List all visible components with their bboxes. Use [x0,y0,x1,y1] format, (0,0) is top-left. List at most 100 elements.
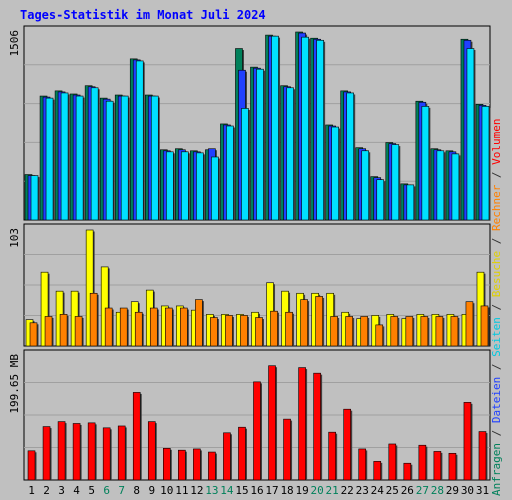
bar-rechner-day-3 [59,314,68,347]
bar-seiten-day-26 [406,184,415,221]
bar-volumen-day-16 [253,381,261,481]
x-tick-label: 2 [43,484,50,497]
bar-rechner-day-29 [450,316,459,347]
bar-rechner-day-10 [165,307,173,347]
bar-volumen-day-4 [72,423,81,481]
bar-volumen-day-29 [448,452,457,481]
chart-title: Tages-Statistik im Monat Juli 2024 [20,8,266,22]
bar-besuche-day-5 [85,229,94,347]
bar-volumen-day-6 [102,427,111,481]
bar-seiten-day-31 [481,106,490,221]
y-max-label: 199.65 MB [8,354,21,414]
bar-volumen-day-30 [463,402,472,481]
bar-rechner-day-19 [300,299,308,347]
x-tick-label: 3 [58,484,65,497]
legend-entry: / [490,231,503,251]
chart-panels: 1506 103 199.65 MB [8,25,491,481]
bar-volumen-day-15 [238,426,246,481]
bar-rechner-day-4 [74,316,83,347]
bar-volumen-day-17 [268,365,276,481]
x-tick-label: 29 [446,484,459,497]
bar-rechner-day-28 [435,316,444,347]
x-tick-label: 28 [431,484,444,497]
x-tick-label: 13 [205,484,218,497]
bar-seiten-day-9 [150,95,159,221]
x-tick-label: 12 [190,484,203,497]
bar-seiten-day-19 [301,36,309,221]
legend-entry: Dateien [490,377,503,423]
bar-seiten-day-3 [60,92,69,221]
x-tick-label: 4 [73,484,80,497]
bar-volumen-day-12 [193,448,201,481]
bar-volumen-day-7 [117,425,126,481]
x-tick-label: 21 [326,484,339,497]
bar-besuche-day-2 [40,271,49,347]
bar-volumen-day-21 [328,431,336,481]
bar-volumen-day-5 [87,422,96,481]
x-tick-label: 30 [461,484,474,497]
legend-entry: / [490,357,503,377]
legend-entry: Anfragen [490,443,503,496]
bar-volumen-day-11 [178,449,186,481]
bar-volumen-day-23 [358,448,367,481]
bar-seiten-day-15 [241,108,249,221]
bar-seiten-day-24 [376,179,385,221]
bar-rechner-day-30 [465,301,474,347]
bar-seiten-day-1 [30,175,39,221]
x-tick-label: 25 [386,484,399,497]
bar-rechner-day-5 [89,292,98,347]
bar-seiten-day-14 [226,125,234,221]
legend-entry: Volumen [490,118,503,164]
x-tick-label: 31 [476,484,489,497]
x-tick-label: 14 [220,484,234,497]
bar-volumen-day-13 [208,451,216,481]
x-tick-label: 20 [311,484,324,497]
bar-seiten-day-20 [316,39,324,221]
y-max-label: 103 [8,228,21,248]
bar-rechner-day-2 [44,316,53,347]
bar-seiten-day-5 [90,87,99,221]
bar-seiten-day-7 [120,95,129,221]
bar-seiten-day-8 [135,60,144,221]
bar-seiten-day-10 [166,151,174,221]
bar-seiten-day-17 [271,35,279,221]
x-axis-labels: 1 2 3 4 5 6 7 8 9 10 11 12 13 14 15 16 17 18 19 20 21 22 23 24 2… [28,484,489,497]
x-tick-label: 10 [160,484,173,497]
bar-rechner-day-31 [480,305,489,347]
bar-rechner-day-12 [195,299,203,347]
bar-seiten-day-30 [466,48,475,221]
bar-rechner-day-21 [330,316,338,347]
bar-seiten-day-22 [346,92,354,221]
bar-seiten-day-25 [391,144,400,221]
bar-volumen-day-28 [433,451,442,481]
bar-besuche-day-6 [100,266,109,347]
x-tick-label: 1 [28,484,35,497]
bar-volumen-day-8 [132,392,141,481]
legend-entry: Besuche [490,251,503,297]
bar-rechner-day-13 [210,317,218,347]
bar-rechner-day-6 [104,307,113,347]
panel-visits: 103 [8,223,491,347]
bar-rechner-day-15 [240,315,248,347]
bar-volumen-day-1 [27,450,36,481]
legend-vertical: Anfragen / Dateien / Seiten / Besuche / … [490,118,503,496]
bar-seiten-day-13 [211,156,219,221]
bar-rechner-day-23 [360,316,369,347]
bar-rechner-day-17 [270,310,278,347]
legend-entry: Seiten [490,317,503,357]
x-tick-label: 7 [118,484,125,497]
legend-entry: Rechner [490,184,503,231]
bar-rechner-day-18 [285,311,293,347]
y-max-label: 1506 [8,30,21,57]
x-tick-label: 15 [235,484,248,497]
bar-rechner-day-27 [420,316,429,347]
x-tick-label: 6 [103,484,110,497]
bar-rechner-day-1 [29,322,38,347]
bar-volumen-day-24 [373,461,382,481]
bar-volumen-day-25 [388,443,397,481]
bar-rechner-day-24 [375,324,384,347]
bar-volumen-day-18 [283,418,291,481]
x-tick-label: 24 [371,484,385,497]
legend-entry: / [490,423,503,443]
